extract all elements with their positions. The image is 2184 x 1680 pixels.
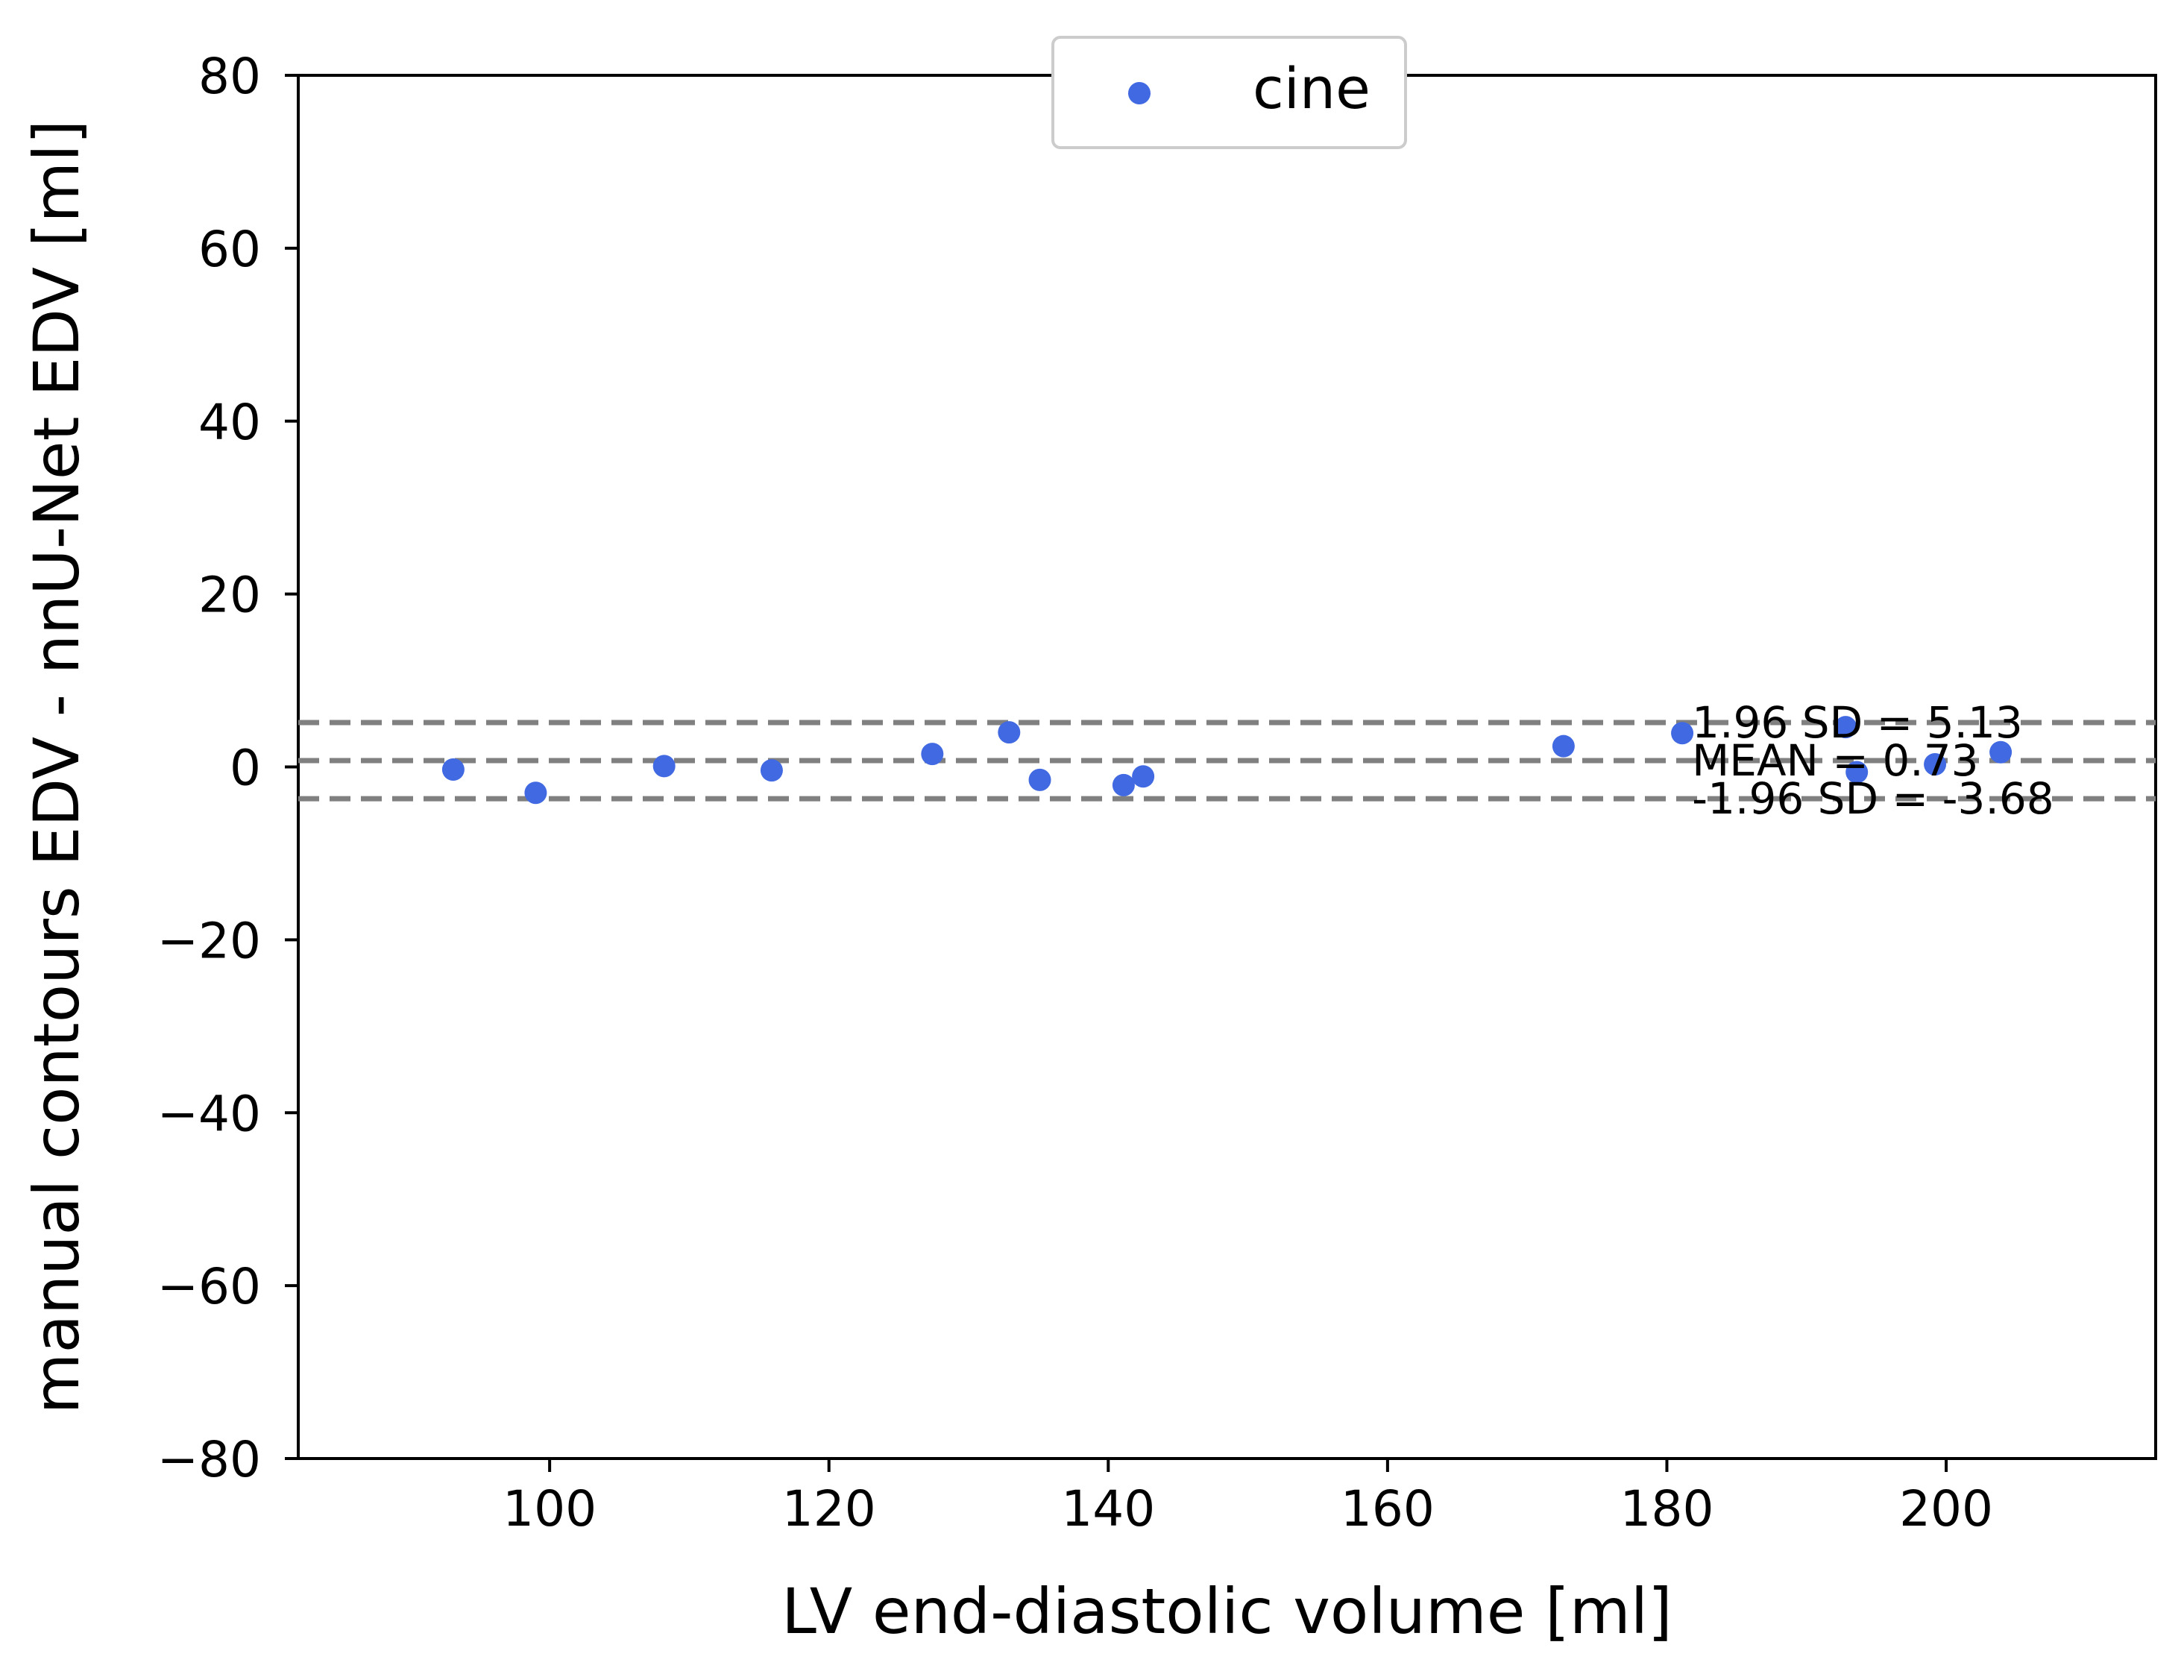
y-tick-label: 80: [198, 48, 261, 105]
data-point-12: [1845, 761, 1869, 784]
y-tick-label: 40: [198, 394, 261, 451]
data-point-5: [998, 721, 1021, 744]
legend-marker: [1128, 82, 1151, 104]
legend-box: [1051, 36, 1407, 149]
x-tick-label: 140: [1061, 1480, 1155, 1538]
data-point-10: [1671, 722, 1694, 745]
y-tick-label: 60: [198, 221, 261, 278]
data-point-13: [1924, 753, 1947, 776]
y-tick-label: −80: [157, 1431, 261, 1488]
x-tick-label: 160: [1341, 1480, 1435, 1538]
reference-label-1: MEAN = 0.73: [1692, 735, 1978, 786]
data-point-7: [1112, 773, 1135, 796]
data-point-4: [921, 743, 944, 766]
x-tick-label: 100: [503, 1480, 597, 1538]
x-tick-label: 200: [1899, 1480, 1993, 1538]
y-tick-label: −40: [157, 1085, 261, 1142]
legend-label: cine: [1253, 55, 1370, 122]
reference-label-2: -1.96 SD = -3.68: [1692, 773, 2054, 824]
data-point-6: [1028, 768, 1051, 791]
legend: cine: [1051, 36, 1407, 149]
data-point-1: [524, 781, 547, 805]
reference-label-0: 1.96 SD = 5.13: [1692, 697, 2023, 748]
data-point-0: [441, 758, 465, 781]
x-tick-label: 180: [1620, 1480, 1713, 1538]
data-point-11: [1834, 716, 1857, 739]
y-tick-label: −60: [157, 1258, 261, 1315]
y-tick-label: 0: [230, 740, 261, 797]
data-point-2: [652, 755, 676, 778]
data-point-14: [1989, 740, 2013, 764]
data-point-9: [1552, 734, 1575, 758]
x-axis-label: LV end-diastolic volume [ml]: [781, 1575, 1672, 1648]
data-points: [441, 716, 2013, 805]
y-tick-label: 20: [198, 567, 261, 624]
y-axis-label: manual contours EDV - nnU-Net EDV [ml]: [20, 120, 93, 1415]
data-point-8: [1132, 765, 1155, 788]
y-axis-ticks: −80 −60 −40 −20 0 20 40 60 80: [157, 48, 298, 1488]
x-axis-ticks: 100 120 140 160 180 200: [503, 1459, 1993, 1538]
y-tick-label: −20: [157, 912, 261, 969]
data-point-3: [760, 759, 783, 782]
x-tick-label: 120: [782, 1480, 876, 1538]
